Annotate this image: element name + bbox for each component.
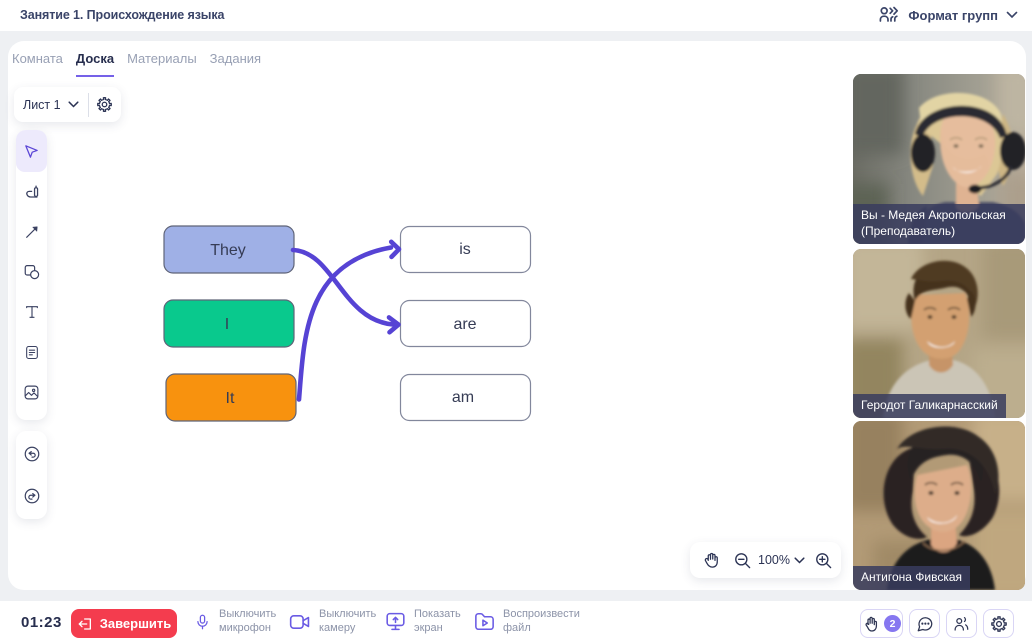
- svg-text:They: They: [210, 242, 246, 259]
- svg-text:are: are: [453, 316, 476, 333]
- svg-text:It: It: [226, 390, 235, 407]
- svg-text:is: is: [459, 241, 471, 258]
- svg-text:I: I: [225, 316, 229, 333]
- svg-text:am: am: [452, 389, 474, 406]
